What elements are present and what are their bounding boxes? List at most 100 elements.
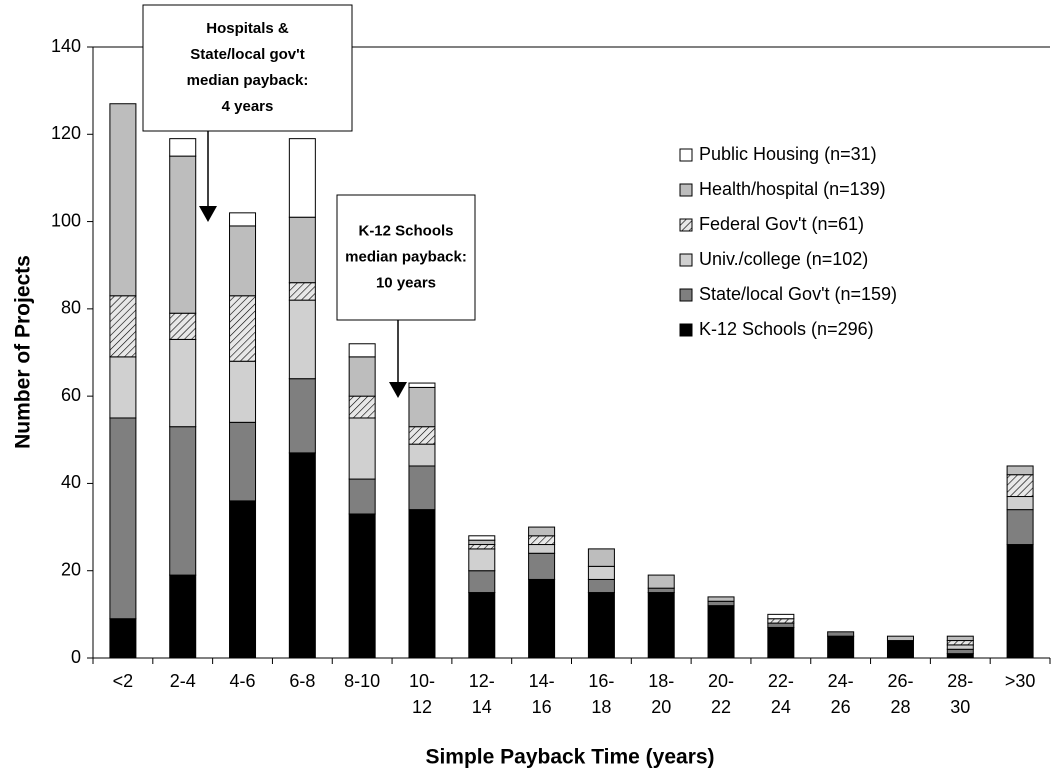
bar-segment bbox=[468, 544, 496, 550]
bar-segment bbox=[946, 653, 974, 659]
bar-segment bbox=[348, 417, 376, 480]
bar-segment bbox=[288, 282, 316, 301]
annotation-text: State/local gov't bbox=[190, 46, 304, 63]
bar-segment bbox=[647, 592, 675, 659]
bar-segment bbox=[707, 596, 735, 602]
bar-segment bbox=[348, 513, 376, 659]
annotation-box bbox=[142, 4, 353, 132]
bar-segment bbox=[767, 618, 795, 624]
bar-segment bbox=[288, 216, 316, 284]
bar-segment bbox=[408, 509, 436, 659]
bar-segment bbox=[468, 539, 496, 546]
bar-segment bbox=[886, 640, 914, 659]
bar-segment bbox=[946, 648, 974, 655]
bar-segment bbox=[169, 138, 197, 157]
bar-segment bbox=[229, 295, 257, 362]
legend-label: Health/hospital (n=139) bbox=[699, 179, 886, 199]
bar-segment bbox=[468, 570, 496, 594]
bar-segment bbox=[528, 552, 556, 580]
x-tick-label: 22-24 bbox=[768, 671, 794, 717]
legend-label: Federal Gov't (n=61) bbox=[699, 214, 864, 234]
bar-segment bbox=[767, 613, 795, 620]
y-tick-label: 20 bbox=[61, 559, 81, 579]
legend-swatch bbox=[679, 323, 693, 337]
bar-segment bbox=[109, 295, 137, 358]
x-tick-label: 6-8 bbox=[289, 671, 315, 691]
bar-segment bbox=[827, 631, 855, 637]
x-tick-label: 24-26 bbox=[828, 671, 854, 717]
bar-segment bbox=[1006, 474, 1034, 498]
bar-segment bbox=[587, 592, 615, 659]
bar-segment bbox=[468, 548, 496, 572]
bar-segment bbox=[109, 356, 137, 419]
annotation-text: 4 years bbox=[222, 98, 274, 115]
y-tick-label: 140 bbox=[51, 36, 81, 56]
bar-segment bbox=[528, 578, 556, 659]
bar-segment bbox=[587, 565, 615, 580]
annotation-text: Hospitals & bbox=[206, 20, 289, 37]
legend-swatch bbox=[679, 148, 693, 162]
bar-segment bbox=[229, 225, 257, 297]
x-tick-label-line: 14- bbox=[529, 671, 555, 691]
bar-segment bbox=[528, 526, 556, 537]
x-tick-label-line: 28 bbox=[890, 697, 910, 717]
legend-label: Public Housing (n=31) bbox=[699, 144, 877, 164]
x-tick-label: <2 bbox=[113, 671, 134, 691]
y-tick-label: 80 bbox=[61, 298, 81, 318]
bar-segment bbox=[169, 574, 197, 659]
bar-segment bbox=[348, 395, 376, 419]
x-tick-label-line: 20- bbox=[708, 671, 734, 691]
bar-segment bbox=[348, 356, 376, 397]
x-tick-label: 18-20 bbox=[648, 671, 674, 717]
bar-segment bbox=[946, 635, 974, 642]
bar-segment bbox=[169, 312, 197, 340]
x-tick-label-line: 20 bbox=[651, 697, 671, 717]
bar-segment bbox=[1006, 496, 1034, 511]
y-axis-label: Number of Projects bbox=[12, 255, 35, 449]
bar-segment bbox=[109, 618, 137, 659]
bar-segment bbox=[109, 103, 137, 297]
bar-segment bbox=[587, 548, 615, 567]
bar-segment bbox=[468, 535, 496, 541]
legend-swatch bbox=[679, 288, 693, 302]
bar-segment bbox=[288, 378, 316, 454]
bar-segment bbox=[109, 417, 137, 620]
legend-swatch bbox=[679, 183, 693, 197]
x-tick-label: 26-28 bbox=[887, 671, 913, 717]
bar-segment bbox=[707, 605, 735, 659]
bar-segment bbox=[647, 574, 675, 589]
annotation-text: 10 years bbox=[376, 274, 436, 291]
bar-segment bbox=[946, 640, 974, 646]
legend-label: Univ./college (n=102) bbox=[699, 249, 868, 269]
bar-segment bbox=[528, 535, 556, 546]
legend-swatch bbox=[679, 253, 693, 267]
y-tick-label: 60 bbox=[61, 385, 81, 405]
legend-label: State/local Gov't (n=159) bbox=[699, 284, 897, 304]
bar-segment bbox=[229, 360, 257, 423]
x-tick-label-line: 22- bbox=[768, 671, 794, 691]
x-tick-label-line: 28- bbox=[947, 671, 973, 691]
bar-segment bbox=[587, 578, 615, 594]
x-tick-label-line: 22 bbox=[711, 697, 731, 717]
bar-segment bbox=[528, 544, 556, 554]
x-tick-label: 10-12 bbox=[409, 671, 435, 717]
bar-segment bbox=[408, 386, 436, 428]
bar-segment bbox=[169, 426, 197, 576]
x-tick-label-line: 26- bbox=[887, 671, 913, 691]
x-tick-label-line: 24- bbox=[828, 671, 854, 691]
bar-segment bbox=[408, 465, 436, 511]
bar-segment bbox=[647, 587, 675, 594]
x-tick-label: 16-18 bbox=[588, 671, 614, 717]
bar-segment bbox=[767, 622, 795, 628]
x-tick-label: 2-4 bbox=[170, 671, 196, 691]
x-tick-label-line: 30 bbox=[950, 697, 970, 717]
x-tick-label: 28-30 bbox=[947, 671, 973, 717]
bar-segment bbox=[707, 600, 735, 607]
bar-segment bbox=[1006, 465, 1034, 476]
bar-segment bbox=[767, 626, 795, 659]
y-tick-label: 40 bbox=[61, 472, 81, 492]
x-tick-label-line: 18- bbox=[648, 671, 674, 691]
y-tick-label: 0 bbox=[71, 647, 81, 667]
legend-label: K-12 Schools (n=296) bbox=[699, 319, 874, 339]
